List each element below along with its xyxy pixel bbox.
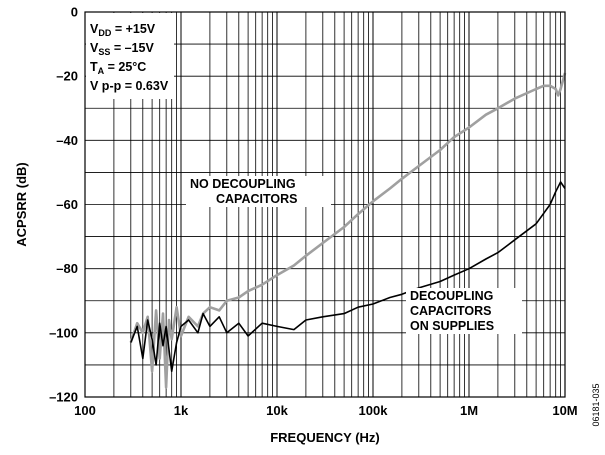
y-tick-label: –40 <box>56 133 78 148</box>
cond-vss-post: = –15V <box>110 41 154 55</box>
cond-vpp-text: V p-p = 0.63V <box>90 79 169 93</box>
cond-vdd-sub: DD <box>98 28 111 38</box>
decoupling-label-line1: DECOUPLING <box>410 289 493 303</box>
cond-vdd-post: = +15V <box>111 22 155 36</box>
x-tick-label: 10k <box>266 403 288 418</box>
x-axis-title: FREQUENCY (Hz) <box>270 430 380 445</box>
x-tick-label: 1k <box>174 403 189 418</box>
cond-ta-sub: A <box>98 66 105 76</box>
condition-vdd: VDD = +15V <box>90 22 156 38</box>
figure-id: 06181-035 <box>591 383 601 426</box>
series-lines <box>129 72 567 389</box>
x-tick-label: 10M <box>552 403 577 418</box>
plot-frame <box>84 11 566 398</box>
decoupling-label-line3: ON SUPPLIES <box>410 319 494 333</box>
cond-vss-pre: V <box>90 41 99 55</box>
series-decoupling <box>130 181 566 373</box>
no-decoupling-label-line2: CAPACITORS <box>216 192 298 206</box>
cond-vss-sub: SS <box>98 47 110 57</box>
x-tick-label: 100 <box>74 403 96 418</box>
y-tick-label: –120 <box>49 390 78 405</box>
cond-ta-post: = 25°C <box>104 60 146 74</box>
y-axis-title: ACPSRR (dB) <box>14 162 29 247</box>
x-tick-label: 100k <box>359 403 389 418</box>
condition-ta: TA = 25°C <box>90 60 146 76</box>
y-tick-label: –80 <box>56 261 78 276</box>
conditions-box <box>86 13 174 99</box>
x-tick-label: 1M <box>460 403 478 418</box>
y-tick-label: –20 <box>56 69 78 84</box>
no-decoupling-label-line1: NO DECOUPLING <box>190 177 296 191</box>
series-no-decoupling <box>129 72 567 389</box>
decoupling-label-bg <box>406 288 522 334</box>
no-decoupling-label-bg <box>186 176 331 207</box>
decoupling-label-line2: CAPACITORS <box>410 304 492 318</box>
cond-ta-pre: T <box>90 60 98 74</box>
condition-vss: VSS = –15V <box>90 41 154 57</box>
condition-vpp: V p-p = 0.63V <box>90 79 169 93</box>
cond-vdd-pre: V <box>90 22 99 36</box>
y-tick-label: –60 <box>56 197 78 212</box>
tick-labels: 100 1k 10k 100k 1M 10M 0 –20 –40 –60 –80 –100 –120 <box>49 5 578 419</box>
y-tick-label: –100 <box>49 325 78 340</box>
y-tick-label: 0 <box>71 5 78 20</box>
